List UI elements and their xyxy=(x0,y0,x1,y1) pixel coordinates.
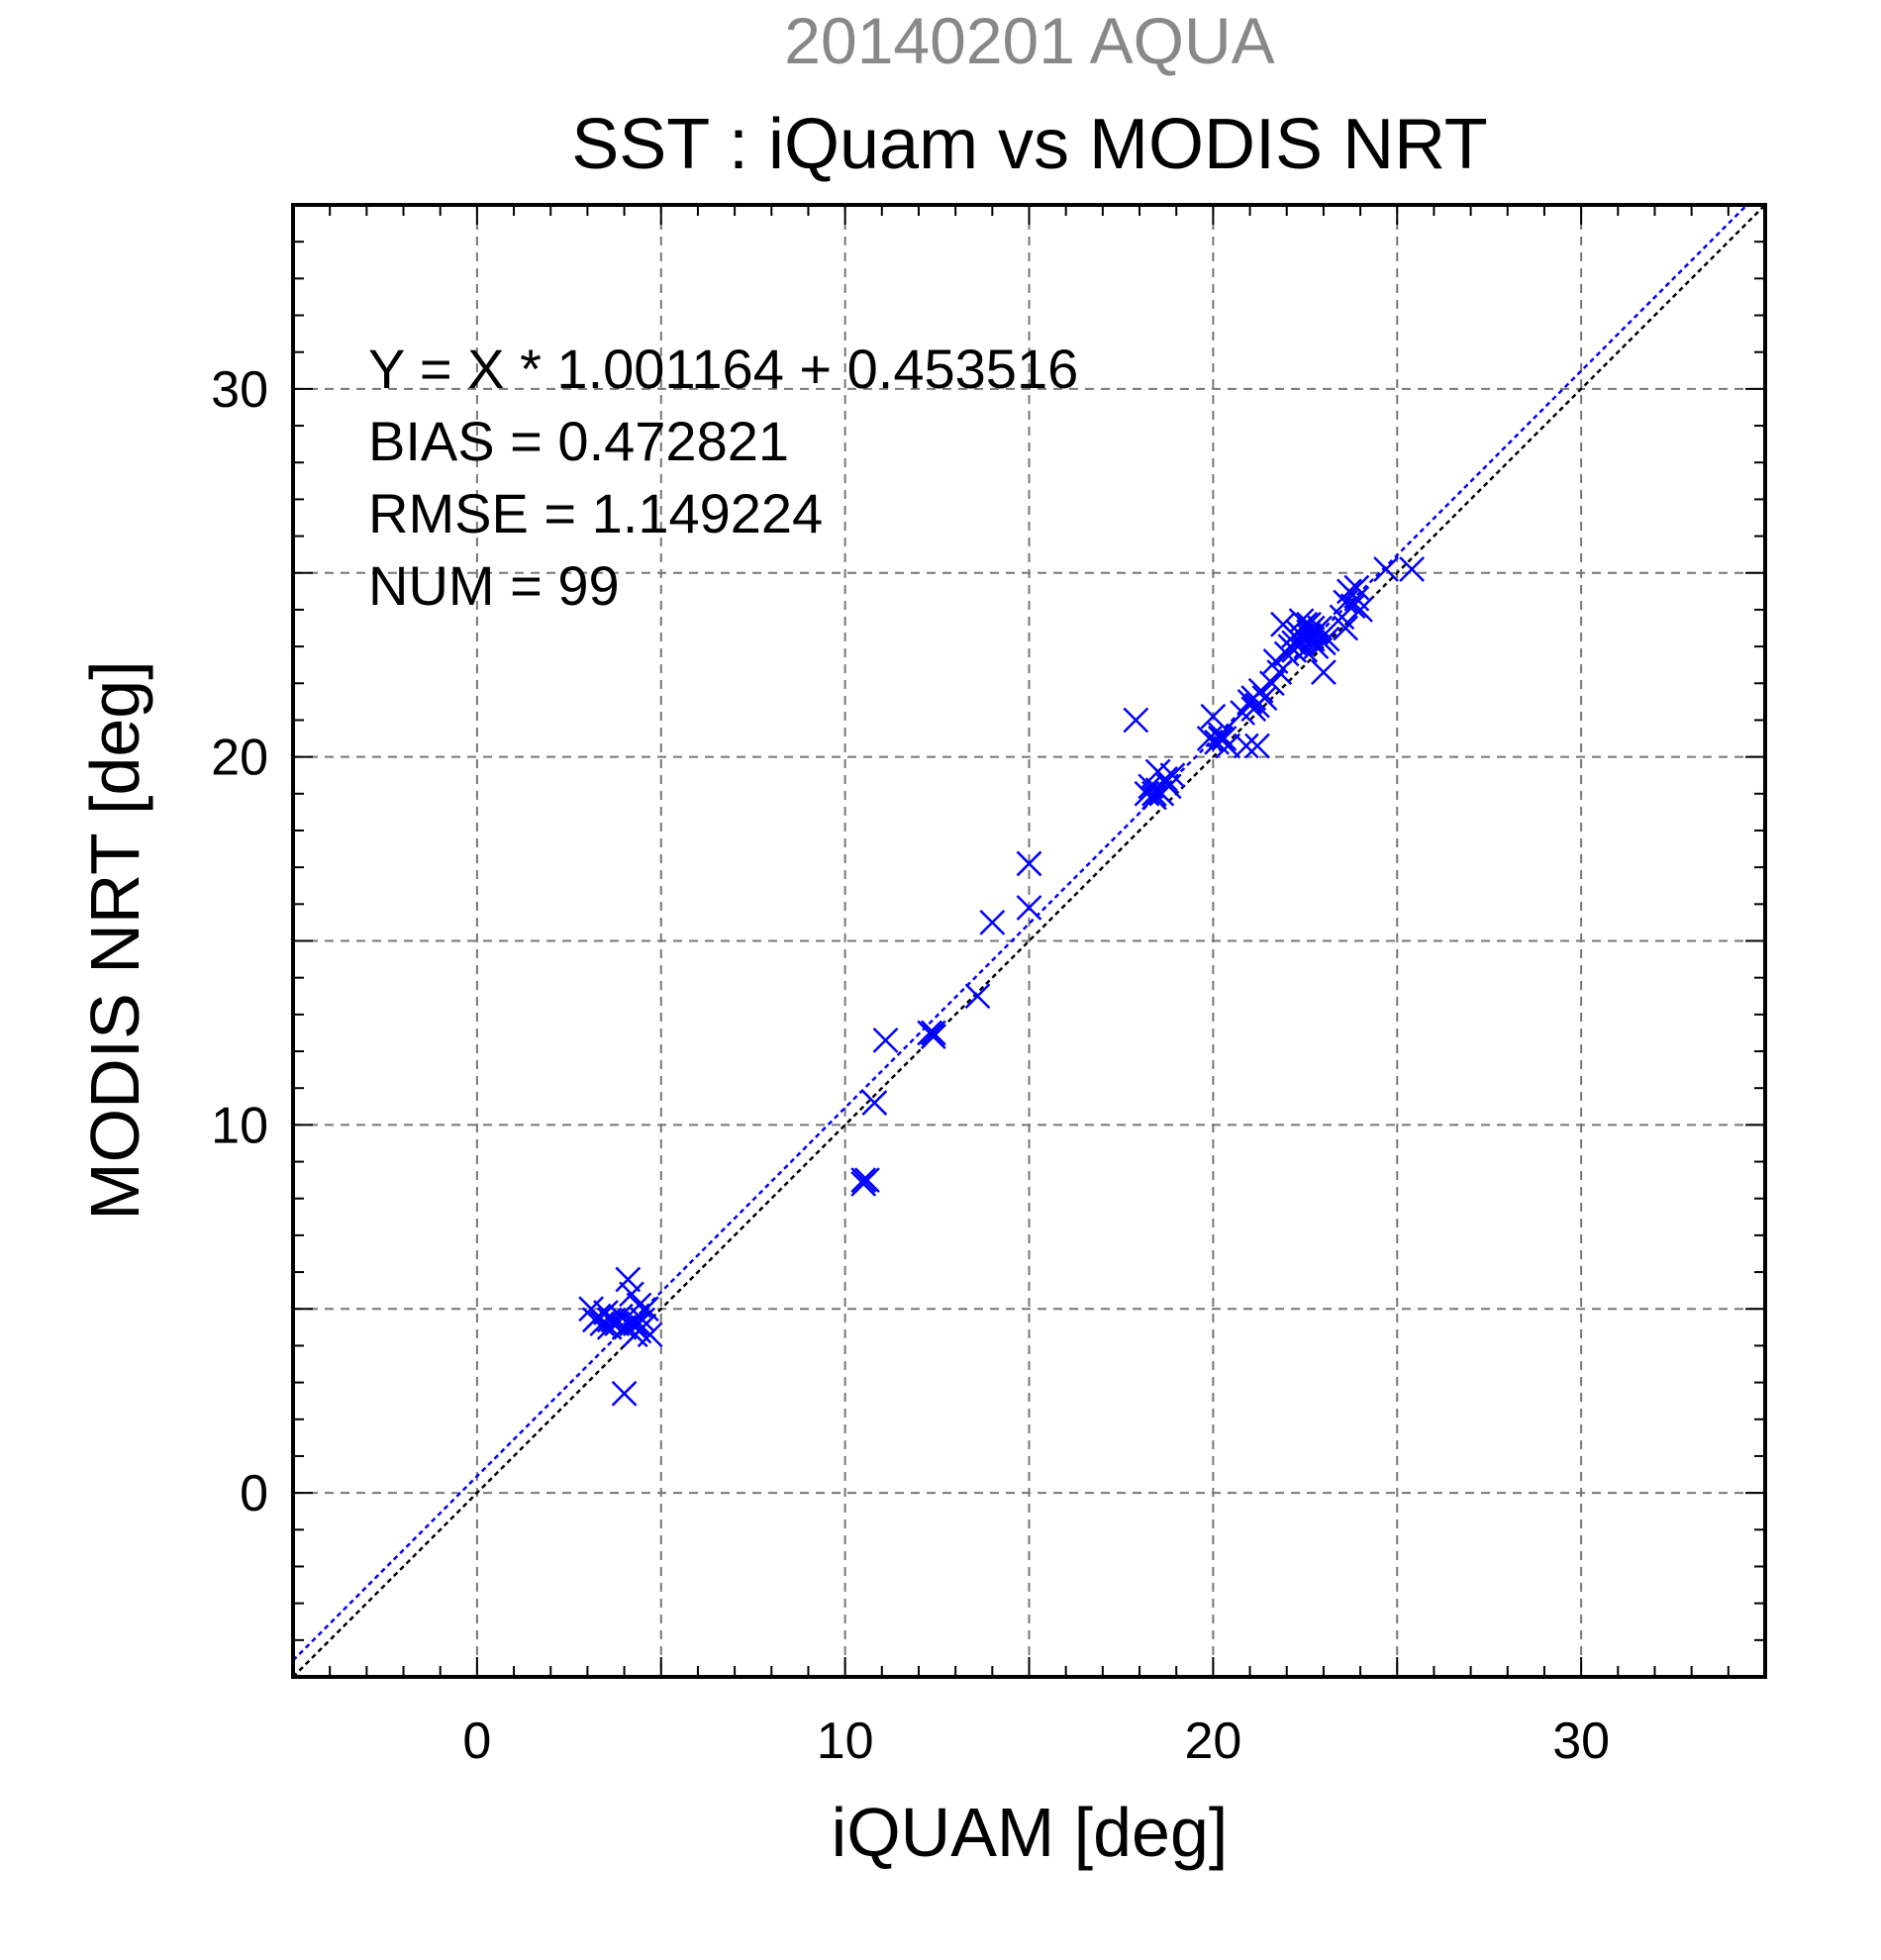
statistics-box: Y = X * 1.001164 + 0.453516 BIAS = 0.4728… xyxy=(368,338,1078,617)
data-point xyxy=(1311,659,1336,686)
data-point xyxy=(611,1380,638,1407)
stats-line: BIAS = 0.472821 xyxy=(368,410,789,472)
data-point xyxy=(872,1027,899,1053)
x-tick-label: 20 xyxy=(1184,1713,1241,1770)
reference-lines xyxy=(292,204,1766,1678)
data-point xyxy=(1343,574,1370,601)
y-tick-labels: 0 10 20 30 xyxy=(211,361,268,1522)
y-tick-label: 10 xyxy=(211,1097,268,1154)
data-point xyxy=(1288,623,1315,648)
stats-line: NUM = 99 xyxy=(368,554,620,617)
data-point xyxy=(850,1167,877,1194)
y-axis-label: MODIS NRT [deg] xyxy=(76,660,153,1220)
plot-frame xyxy=(291,203,1767,1679)
x-tick-label: 30 xyxy=(1552,1713,1610,1770)
data-point xyxy=(1141,780,1167,807)
data-point xyxy=(1314,626,1340,652)
y-tick-label: 30 xyxy=(211,361,268,419)
data-point xyxy=(615,1266,642,1293)
data-point xyxy=(1123,707,1149,734)
data-point xyxy=(1258,670,1285,697)
data-point xyxy=(1016,895,1042,921)
x-tick-label: 0 xyxy=(462,1713,491,1770)
y-tick-label: 0 xyxy=(240,1465,268,1522)
data-point xyxy=(1333,615,1359,641)
x-tick-labels: 0 10 20 30 xyxy=(462,1713,1610,1770)
data-point xyxy=(920,1024,946,1050)
chart-title: SST : iQuam vs MODIS NRT xyxy=(571,105,1488,184)
data-point xyxy=(1207,726,1234,751)
data-point xyxy=(964,983,991,1010)
data-point xyxy=(1399,556,1426,582)
data-point xyxy=(596,1307,623,1333)
data-point xyxy=(1347,597,1373,623)
data-point xyxy=(630,1314,656,1340)
data-point xyxy=(1273,640,1300,667)
data-point xyxy=(626,1292,652,1319)
data-point xyxy=(979,910,1006,935)
data-point xyxy=(1211,726,1238,751)
data-points xyxy=(578,556,1426,1407)
data-point xyxy=(1141,784,1167,811)
data-point xyxy=(1200,703,1227,730)
fit-line xyxy=(292,204,1748,1662)
data-point xyxy=(1152,766,1178,792)
data-point xyxy=(1266,659,1293,686)
stats-line: Y = X * 1.001164 + 0.453516 xyxy=(368,338,1078,400)
data-point xyxy=(1373,556,1399,582)
data-point xyxy=(1296,611,1322,637)
grid xyxy=(293,205,1765,1677)
data-point xyxy=(861,1090,888,1116)
data-point xyxy=(1244,733,1270,759)
stats-line: RMSE = 1.149224 xyxy=(368,482,823,544)
data-point xyxy=(1016,850,1042,877)
y-tick-label: 20 xyxy=(211,730,268,787)
data-point xyxy=(1292,637,1319,663)
x-tick-label: 10 xyxy=(817,1713,874,1770)
data-point xyxy=(850,1170,877,1197)
x-axis-label: iQUAM [deg] xyxy=(832,1794,1229,1871)
data-point xyxy=(1233,733,1259,759)
chart-subtitle: 20140201 AQUA xyxy=(784,4,1274,77)
data-point xyxy=(1240,696,1267,723)
data-point xyxy=(920,1020,946,1046)
